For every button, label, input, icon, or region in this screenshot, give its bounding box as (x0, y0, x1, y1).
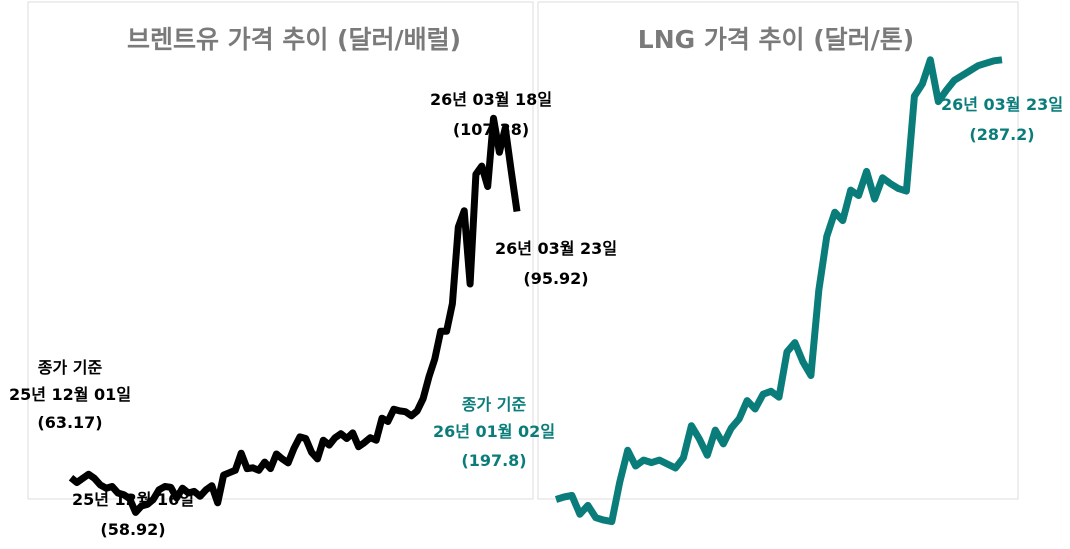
lng-start-label-1: 종가 기준 (462, 395, 527, 414)
lng-chart-title: LNG 가격 추이 (달러/톤) (638, 25, 914, 54)
lng-start-value: (197.8) (461, 451, 526, 470)
brent-low-label: 25년 12월 16일 (72, 490, 194, 509)
brent-start-label-2: 25년 12월 01일 (9, 385, 131, 404)
lng-start-label-2: 26년 01월 02일 (433, 422, 555, 441)
brent-panel-frame (27, 1, 534, 500)
brent-end-value: (95.92) (523, 269, 588, 288)
lng-panel-frame (537, 1, 1019, 500)
brent-chart-title: 브렌트유 가격 추이 (달러/배럴) (127, 25, 461, 54)
lng-series (554, 56, 1003, 526)
lng-end-value: (287.2) (969, 125, 1034, 144)
brent-peak-value: (107.38) (453, 120, 529, 139)
brent-peak-label: 26년 03월 18일 (430, 90, 552, 109)
brent-price-line (68, 114, 521, 516)
brent-low-value: (58.92) (100, 520, 165, 539)
lng-end-label: 26년 03월 23일 (941, 95, 1063, 114)
brent-end-label: 26년 03월 23일 (495, 239, 617, 258)
brent-start-label-1: 종가 기준 (38, 358, 103, 377)
brent-series (68, 114, 521, 516)
lng-price-line (554, 56, 1003, 526)
brent-start-value: (63.17) (37, 413, 102, 432)
